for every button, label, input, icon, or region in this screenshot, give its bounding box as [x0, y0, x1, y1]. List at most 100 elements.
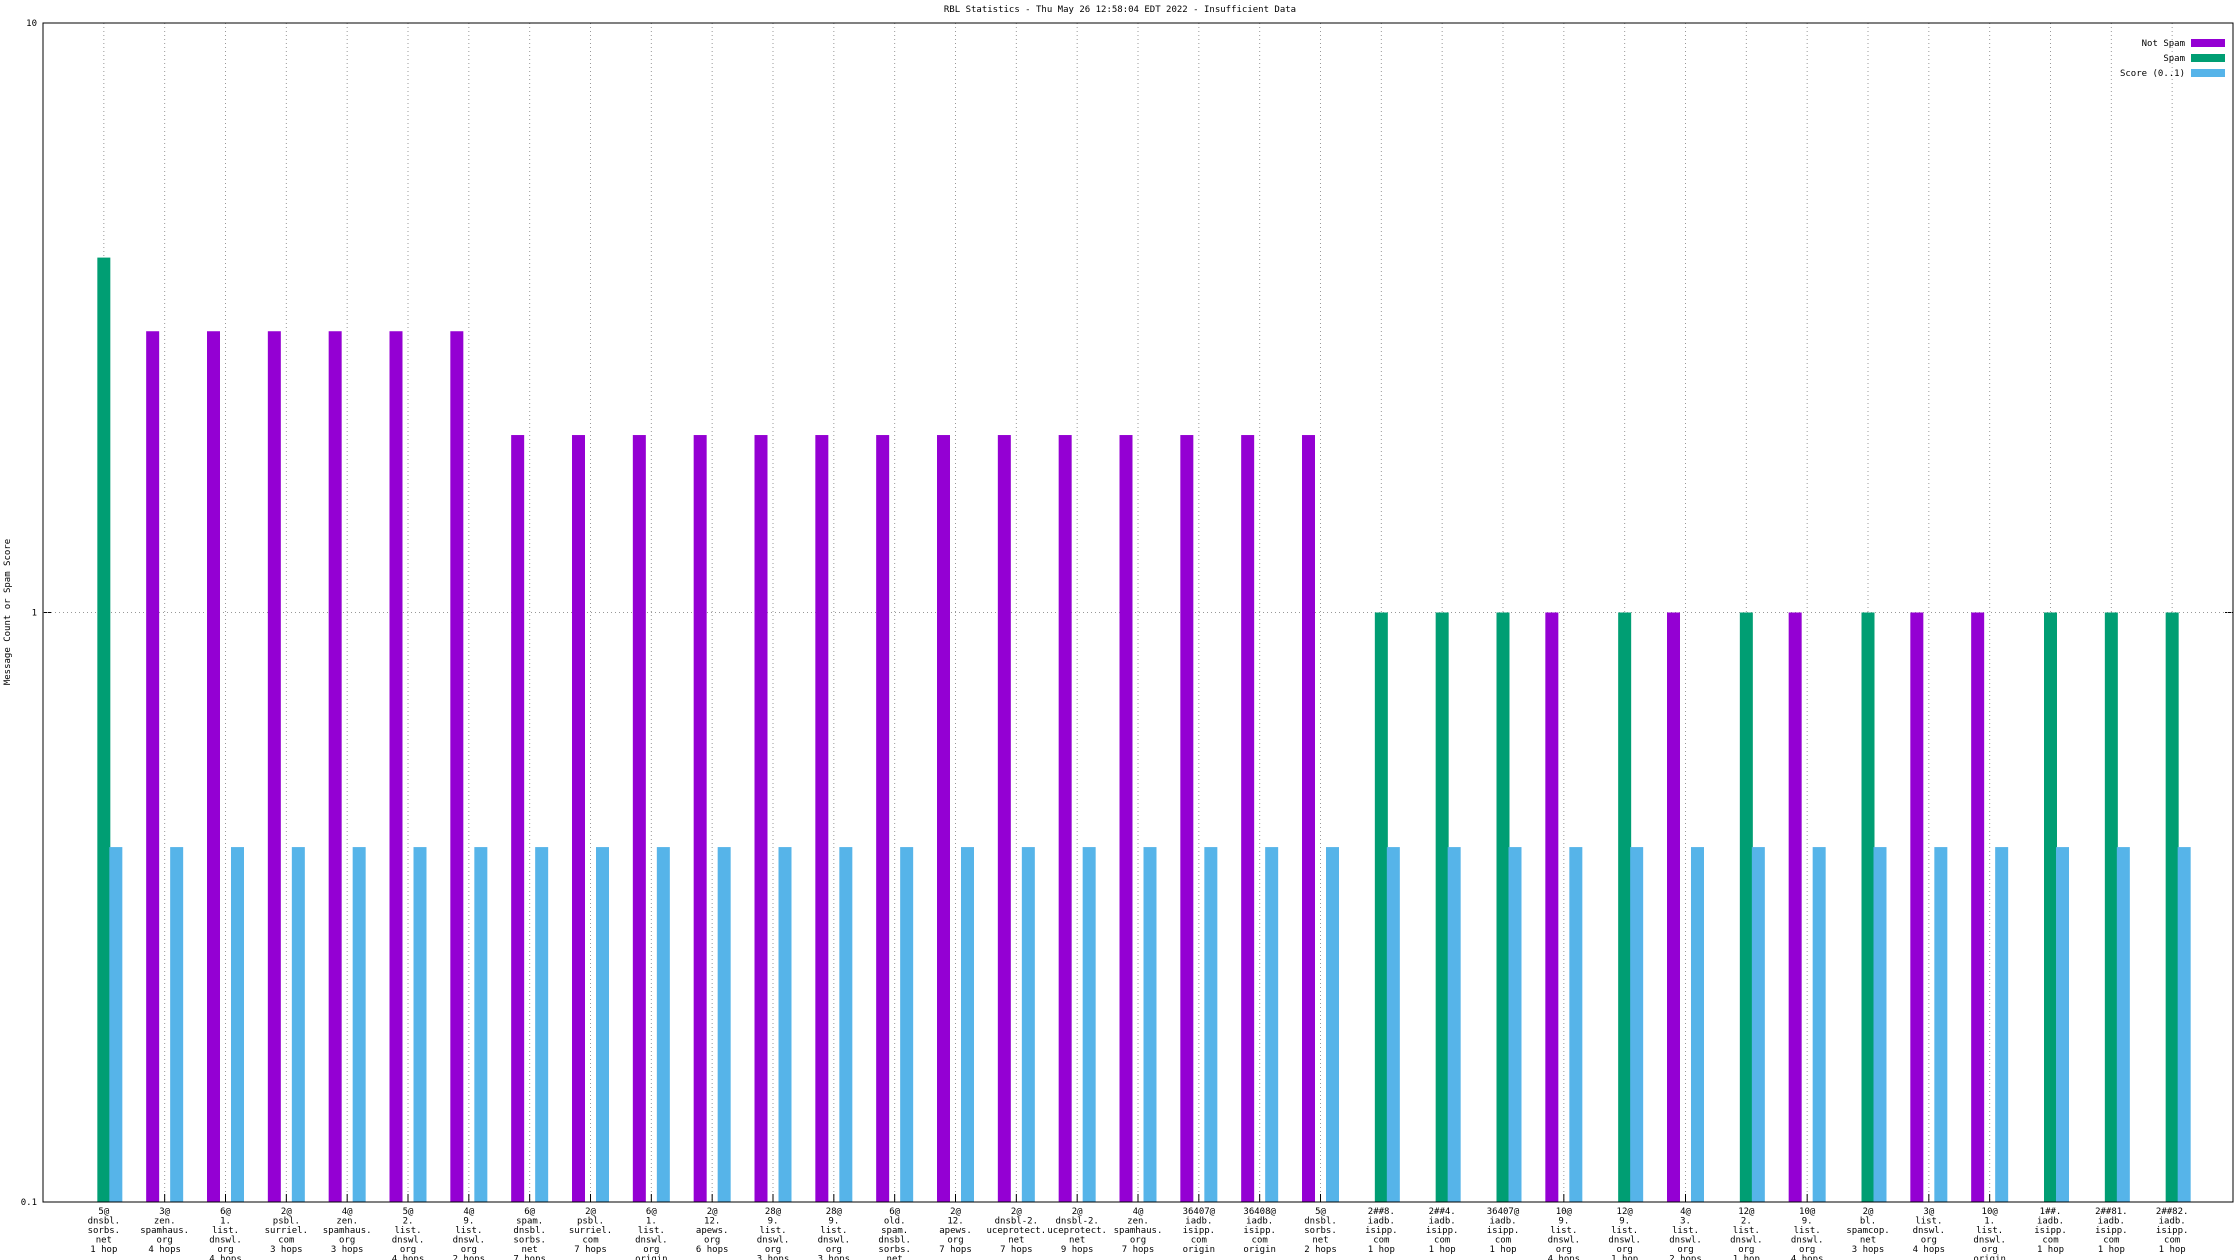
x-tick-label: org [339, 1236, 355, 1246]
x-tick-label: 2@ [1863, 1207, 1874, 1217]
x-tick-label: 4@ [1680, 1207, 1691, 1217]
x-tick-label: org [217, 1245, 233, 1255]
x-tick-label: 5@ [403, 1207, 414, 1217]
x-tick-label: dnswl. [1973, 1236, 2006, 1246]
x-tick-label: 4 hops [1548, 1255, 1581, 1260]
legend-swatch [2191, 54, 2225, 62]
x-tick-label: dnswl. [1730, 1236, 1763, 1246]
x-tick-label: 9. [828, 1217, 839, 1227]
x-tick-label: com [1495, 1236, 1511, 1246]
bar [1143, 847, 1157, 1202]
bar [2165, 612, 2179, 1202]
bar [1618, 612, 1632, 1202]
x-tick-label: net [1069, 1236, 1085, 1246]
bar [1374, 612, 1388, 1202]
bar [1435, 612, 1449, 1202]
bar [961, 847, 974, 1202]
x-tick-label: net [1008, 1236, 1024, 1246]
x-tick-label: 6 hops [696, 1245, 729, 1255]
bar [1812, 847, 1826, 1202]
x-tick-label: 2. [403, 1217, 414, 1227]
x-tick-label: com [1252, 1236, 1268, 1246]
x-tick-label: 10@ [1556, 1207, 1573, 1217]
x-tick-label: list. [212, 1226, 239, 1236]
x-tick-label: 5@ [1315, 1207, 1326, 1217]
x-tick-label: iadb. [2037, 1217, 2064, 1227]
x-tick-label: 12@ [1617, 1207, 1634, 1217]
x-tick-label: list. [1794, 1226, 1821, 1236]
bar [1751, 847, 1765, 1202]
x-tick-label: list. [759, 1226, 786, 1236]
x-tick-label: zen. [154, 1217, 176, 1227]
bar [413, 847, 427, 1202]
y-axis-label: Message Count or Spam Score [3, 539, 13, 685]
x-tick-label: org [826, 1245, 842, 1255]
x-tick-label: dnswl. [209, 1236, 242, 1246]
x-tick-label: org [1617, 1245, 1633, 1255]
x-tick-label: spam. [881, 1226, 908, 1236]
bar [839, 847, 853, 1202]
bar [170, 847, 184, 1202]
x-tick-label: isipp. [2156, 1226, 2189, 1236]
bar [754, 435, 768, 1202]
x-tick-label: 6@ [646, 1207, 657, 1217]
x-tick-label: 2 hops [1304, 1245, 1337, 1255]
bar [389, 331, 403, 1202]
x-tick-label: org [1738, 1245, 1754, 1255]
x-tick-label: 1 hop [1733, 1255, 1760, 1260]
bar [1204, 847, 1218, 1202]
legend-label: Score (0..1) [2120, 69, 2185, 79]
x-tick-label: org [400, 1245, 416, 1255]
x-tick-label: com [2042, 1236, 2058, 1246]
bar [1265, 847, 1279, 1202]
bar [900, 847, 914, 1202]
bar [632, 435, 646, 1202]
x-tick-label: uceprotect. [987, 1226, 1047, 1236]
x-tick-label: org [765, 1245, 781, 1255]
chart-title: RBL Statistics - Thu May 26 12:58:04 EDT… [944, 5, 1296, 15]
bar [1302, 435, 1315, 1202]
x-tick-label: apews. [696, 1226, 729, 1236]
bar [2177, 847, 2191, 1202]
x-tick-label: net [1312, 1236, 1328, 1246]
bar [291, 847, 305, 1202]
x-tick-label: 1 hop [1489, 1245, 1516, 1255]
x-tick-label: 5@ [98, 1207, 109, 1217]
x-tick-label: 1 hop [1611, 1255, 1638, 1260]
x-tick-label: dnswl. [1791, 1236, 1824, 1246]
x-tick-label: sorbs. [878, 1245, 911, 1255]
x-tick-label: spamhaus. [140, 1226, 189, 1236]
bar [2104, 612, 2118, 1202]
legend-swatch [2191, 69, 2225, 77]
x-tick-label: 10@ [1799, 1207, 1816, 1217]
bar [717, 847, 731, 1202]
bar [267, 331, 281, 1202]
x-tick-label: uceprotect. [1047, 1226, 1107, 1236]
x-tick-label: dnsbl. [513, 1226, 546, 1236]
x-tick-label: org [704, 1236, 720, 1246]
x-tick-label: spam. [516, 1217, 543, 1227]
bar [937, 435, 950, 1202]
bar [231, 847, 244, 1202]
x-tick-label: 3 hops [818, 1255, 851, 1260]
x-tick-label: org [1982, 1245, 1998, 1255]
x-tick-label: org [1556, 1245, 1572, 1255]
bar [1739, 612, 1753, 1202]
x-tick-label: 1##. [2040, 1207, 2062, 1217]
bar [2044, 612, 2057, 1202]
x-tick-label: 9. [1802, 1217, 1813, 1227]
x-tick-label: dnsbl-2. [1055, 1217, 1098, 1227]
x-tick-label: 6@ [220, 1207, 231, 1217]
x-tick-label: dnsbl. [878, 1236, 911, 1246]
x-tick-label: dnsbl. [1304, 1217, 1337, 1227]
x-tick-label: 36408@ [1243, 1207, 1276, 1217]
x-tick-label: 3 hops [270, 1245, 303, 1255]
x-tick-label: com [582, 1236, 598, 1246]
x-tick-label: org [1677, 1245, 1693, 1255]
x-tick-label: list. [820, 1226, 847, 1236]
x-tick-label: dnswl. [392, 1236, 425, 1246]
x-tick-label: 7 hops [1122, 1245, 1155, 1255]
bar [1910, 612, 1924, 1202]
x-tick-label: 1 hop [2098, 1245, 2125, 1255]
bar [1119, 435, 1133, 1202]
